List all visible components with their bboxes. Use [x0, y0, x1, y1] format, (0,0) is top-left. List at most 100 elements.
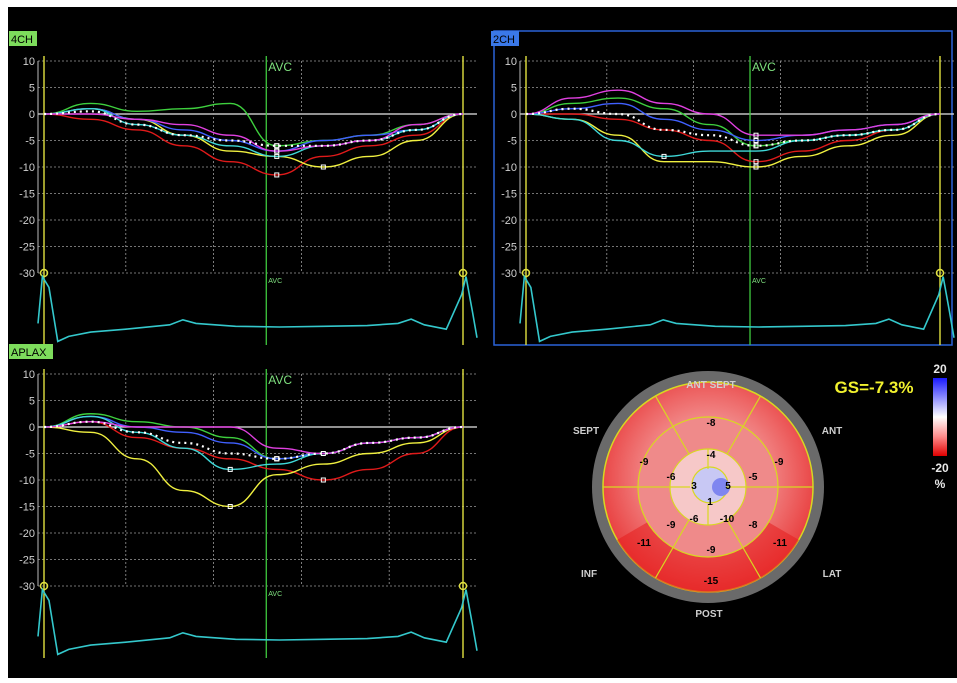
y-tick-label: -30 [19, 581, 35, 593]
peak-marker [320, 164, 326, 170]
strain-curve-red [43, 113, 464, 176]
segment-apical-lat: -10 [720, 514, 735, 525]
strain-curve-yellow [43, 426, 464, 508]
ecg-trace [519, 274, 955, 343]
y-tick-label: -5 [25, 449, 35, 461]
y-tick-label: -15 [19, 189, 35, 201]
basal-divider [654, 547, 674, 579]
peak-marker [320, 477, 326, 483]
avc-label-small: AVC [268, 278, 282, 285]
direction-lat: LAT [823, 569, 842, 580]
segment-mid-antsept: -6 [667, 472, 676, 483]
segment-basal-antlat: -9 [775, 457, 784, 468]
avc-label: AVC [268, 373, 292, 387]
strain-curve-white [43, 110, 464, 147]
segment-mid-post: -9 [707, 545, 716, 556]
peak-marker [274, 143, 280, 149]
direction-post: POST [695, 609, 722, 620]
y-tick-label: -10 [19, 162, 35, 174]
y-tick-label: -20 [501, 215, 517, 227]
bullseye-apex-blue [712, 478, 730, 496]
panel-4ch[interactable]: 4CH 10 5 0 -5 -10 -15 -20 -25 -30 AVC AVC [9, 31, 478, 345]
global-strain-label: GS=-7.3% [835, 378, 914, 397]
peak-marker [274, 172, 280, 178]
cycle-marker-dot [458, 268, 468, 278]
segment-apex-value: 1 [707, 497, 713, 508]
scale-max-label: 20 [933, 362, 947, 376]
peak-marker [753, 132, 759, 138]
basal-divider [742, 395, 762, 427]
y-tick-label: -15 [501, 189, 517, 201]
y-tick-label: -10 [19, 475, 35, 487]
segment-mid-ant: -4 [707, 450, 716, 461]
peak-marker [661, 153, 667, 159]
y-tick-label: -25 [501, 242, 517, 254]
peak-marker [753, 143, 759, 149]
peak-marker [753, 164, 759, 170]
strain-curve-magenta [43, 420, 464, 455]
y-tick-label: -10 [501, 162, 517, 174]
segment-mid-lat: -8 [749, 520, 758, 531]
panel-aplax[interactable]: APLAX 10 5 0 -5 -10 -15 -20 -25 -30 AVC AVC [9, 344, 478, 658]
segment-basal-lat: -11 [773, 538, 787, 549]
direction-inf: INF [581, 569, 597, 580]
segment-apical-inf: -6 [690, 514, 699, 525]
bullseye-plot: -8 -9 -11 -15 -11 -9 -4 -5 -8 -9 -9 -6 5… [573, 371, 914, 620]
cycle-marker-dot [935, 268, 945, 278]
cycle-marker-dot [521, 268, 531, 278]
y-tick-label: -20 [19, 528, 35, 540]
strain-curve-cyan [525, 113, 941, 158]
mid-divider [726, 519, 744, 548]
direction-ant-sept: ANT SEPT [686, 380, 735, 391]
panel-label: APLAX [11, 347, 47, 359]
y-tick-label: -5 [25, 136, 35, 148]
y-tick-label: 10 [505, 56, 517, 68]
peak-marker [274, 153, 280, 159]
avc-label: AVC [752, 60, 776, 74]
avc-label-small: AVC [268, 591, 282, 598]
strain-curve-green [525, 97, 941, 147]
y-tick-label: -25 [19, 555, 35, 567]
panel-2ch[interactable]: 2CH 10 5 0 -5 -10 -15 -20 -25 -30 AVC AVC [491, 30, 955, 346]
peak-marker [753, 138, 759, 143]
peak-marker [227, 504, 233, 509]
panel-label-bg [9, 344, 53, 359]
color-scale: 20 -20 % [931, 362, 949, 491]
avc-label: AVC [268, 60, 292, 74]
strain-curve-magenta [525, 89, 941, 136]
panel-label-bg [9, 31, 37, 46]
segment-basal-ant: -8 [707, 418, 716, 429]
scale-bar [933, 378, 947, 456]
bullseye-dividers [603, 395, 813, 579]
scale-unit: % [935, 477, 946, 491]
direction-sept: SEPT [573, 426, 599, 437]
strain-curve-magenta [44, 113, 464, 152]
y-tick-label: -20 [19, 215, 35, 227]
y-tick-label: -30 [501, 268, 517, 280]
selected-panel-border [493, 30, 953, 346]
y-tick-label: 5 [29, 83, 35, 95]
strain-curve-cyan [43, 415, 464, 471]
y-tick-label: 0 [511, 109, 517, 121]
basal-divider [654, 395, 674, 427]
basal-divider [742, 547, 762, 579]
direction-ant: ANT [822, 426, 843, 437]
segment-mid-infsept: -9 [667, 520, 676, 531]
ecg-trace [37, 274, 478, 343]
mid-divider [726, 426, 744, 455]
y-tick-label: 5 [511, 83, 517, 95]
y-tick-label: -25 [19, 242, 35, 254]
segment-basal-post: -15 [704, 576, 719, 587]
segment-apical-ant: 5 [725, 481, 731, 492]
peak-marker [274, 456, 280, 462]
segment-basal-infsept: -11 [637, 538, 651, 549]
mid-divider [672, 519, 690, 548]
strain-curve-green [43, 102, 464, 147]
y-tick-label: 10 [23, 56, 35, 68]
strain-analysis-screen: 4CH 10 5 0 -5 -10 -15 -20 -25 -30 AVC AVC 2CH 10 5 0 -5… [8, 7, 957, 678]
strain-curve-blue [525, 102, 941, 142]
segment-mid-antlat: -5 [749, 472, 758, 483]
peak-marker [227, 466, 233, 472]
y-tick-label: -15 [19, 502, 35, 514]
